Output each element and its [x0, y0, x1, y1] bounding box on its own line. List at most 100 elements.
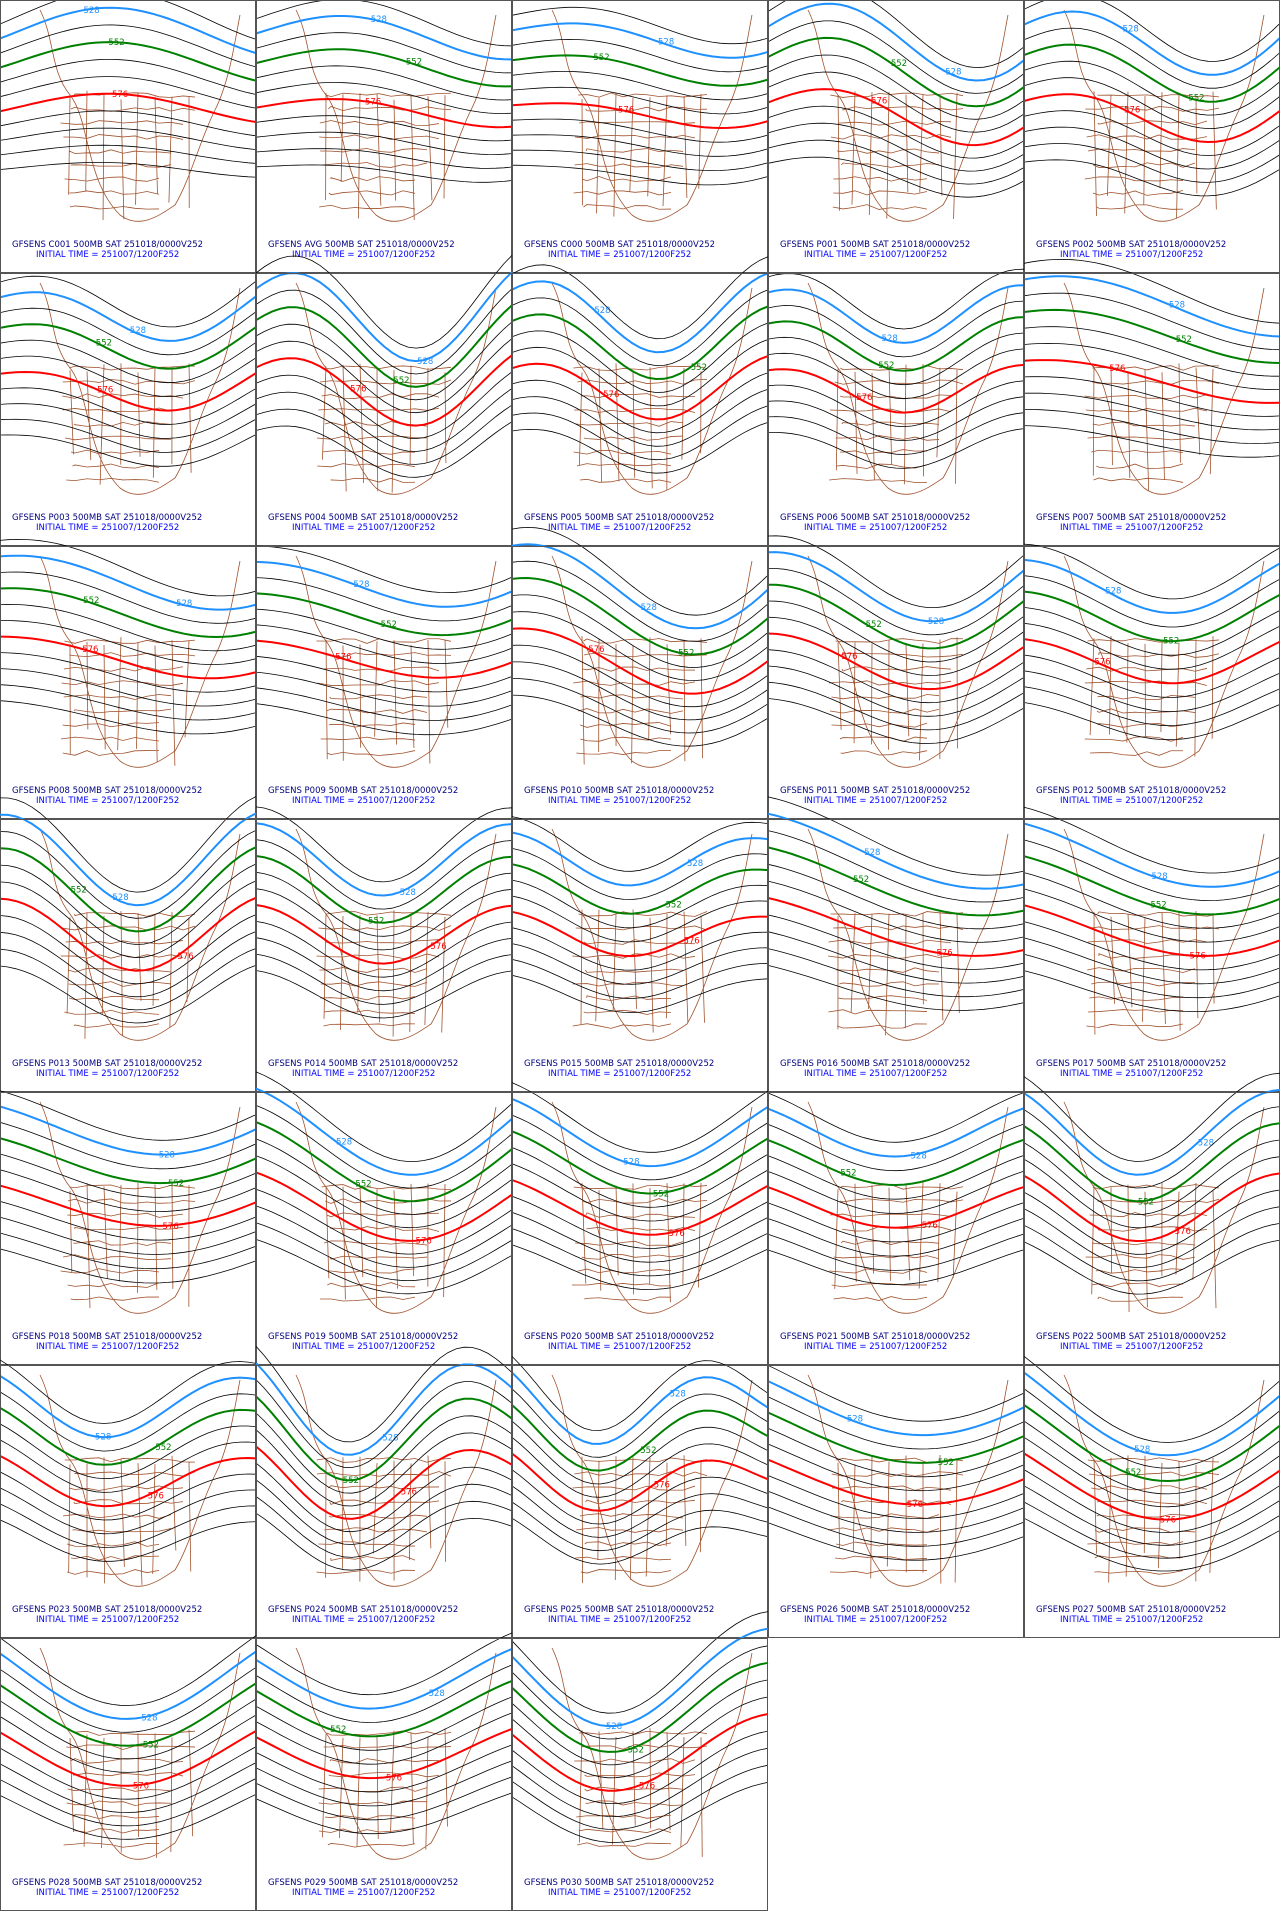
contour: [511, 848, 769, 900]
contour: [767, 20, 1025, 94]
contour: [1023, 376, 1280, 417]
contour: [255, 545, 513, 594]
contour: [255, 1071, 513, 1162]
contour: [0, 863, 257, 945]
contour: [0, 1201, 257, 1241]
panel-title: GFSENS P023 500MB SAT 251018/0000V252: [12, 1605, 202, 1615]
contour-green: [255, 1395, 513, 1482]
contour: [1023, 607, 1280, 656]
contour-red: [1023, 1452, 1280, 1521]
contour-label: 576: [922, 1221, 938, 1231]
contour: [255, 388, 513, 452]
map-border: [1063, 1101, 1265, 1314]
contour-label: 576: [871, 97, 887, 107]
contour-green: [1023, 1404, 1280, 1483]
contour-label: 528: [1151, 872, 1167, 882]
contour: [511, 289, 769, 367]
map-panel: 528 552 576 GFSENS P014 500MB SAT 251018/00…: [255, 806, 513, 1092]
contour-label: 528: [945, 67, 961, 77]
contour: [255, 131, 513, 156]
contour: [511, 422, 769, 474]
panel-title: GFSENS P015 500MB SAT 251018/0000V252: [524, 1059, 714, 1069]
contour-red: [0, 370, 257, 412]
panel-init-time: INITIAL TIME = 251007/1200F252: [548, 1888, 691, 1898]
contour-red: [511, 1179, 769, 1236]
contour-label: 528: [864, 848, 880, 858]
contour: [511, 1082, 769, 1153]
panel-frame: [512, 819, 768, 1092]
panel-init-time: INITIAL TIME = 251007/1200F252: [292, 1615, 435, 1625]
contour-label: 528: [687, 859, 703, 869]
contour: [767, 1364, 1025, 1422]
contour: [0, 1232, 257, 1270]
contour: [767, 698, 1025, 744]
panel-title: GFSENS P010 500MB SAT 251018/0000V252: [524, 786, 714, 796]
contour: [511, 38, 769, 73]
contour-label: 528: [1105, 586, 1121, 596]
contour: [511, 86, 769, 115]
panel-title: GFSENS P006 500MB SAT 251018/0000V252: [780, 513, 970, 523]
contour: [255, 32, 513, 74]
contour: [767, 965, 1025, 1011]
contour: [1023, 1156, 1280, 1229]
contour: [767, 1506, 1025, 1547]
panel-init-time: INITIAL TIME = 251007/1200F252: [292, 1888, 435, 1898]
contour: [0, 355, 257, 398]
contour: [511, 1781, 769, 1843]
contour: [1023, 126, 1280, 170]
contour: [255, 1346, 513, 1443]
contour: [511, 1696, 769, 1779]
contour: [1023, 888, 1280, 943]
map-border: [807, 1101, 1009, 1314]
contour: [511, 1436, 769, 1498]
map-border: [551, 1647, 753, 1860]
contour: [1023, 159, 1280, 197]
contour: [255, 1138, 513, 1215]
contour: [0, 829, 257, 919]
contour-red: [255, 639, 513, 679]
map-border: [39, 1101, 241, 1314]
contour-red: [511, 627, 769, 695]
panel-init-time: INITIAL TIME = 251007/1200F252: [804, 1069, 947, 1079]
contour: [0, 1439, 257, 1493]
contour: [1023, 953, 1280, 999]
contour-green: [767, 36, 1025, 108]
contour: [1023, 425, 1280, 458]
contour: [0, 275, 257, 328]
contour-label: 552: [368, 917, 384, 927]
map-panel: 528 552 576 GFSENS P010 500MB SAT 251018/00…: [511, 526, 769, 819]
contour: [1023, 686, 1280, 727]
contour-red: [767, 88, 1025, 147]
contour: [0, 1248, 257, 1284]
contour: [767, 1123, 1025, 1172]
map-panel: 528 552 576 GFSENS P027 500MB SAT 251018/00…: [1023, 1355, 1280, 1638]
contour-red: [0, 1730, 257, 1787]
contour: [1023, 1223, 1280, 1282]
contour-green: [255, 1121, 513, 1203]
panel-init-time: INITIAL TIME = 251007/1200F252: [36, 1615, 179, 1625]
contour: [512, 149, 769, 172]
panel-title: GFSENS P019 500MB SAT 251018/0000V252: [268, 1332, 458, 1342]
contour-red: [767, 363, 1025, 414]
contour: [511, 594, 769, 668]
contour: [255, 970, 513, 1019]
panel-title: GFSENS P016 500MB SAT 251018/0000V252: [780, 1059, 970, 1069]
panel-init-time: INITIAL TIME = 251007/1200F252: [36, 1342, 179, 1352]
contour: [255, 703, 513, 736]
contour: [255, 1412, 513, 1494]
contour: [255, 1222, 513, 1282]
contour: [255, 608, 513, 650]
contour-label: 528: [417, 357, 433, 367]
contour: [511, 644, 769, 708]
map-border: [295, 1374, 497, 1587]
map-panel: 528 552 576 GFSENS C000 500MB SAT 251018/00…: [511, 0, 769, 273]
contour: [255, 1479, 513, 1545]
contour: [0, 24, 257, 68]
contour-label: 576: [386, 1773, 402, 1783]
contour: [511, 560, 769, 642]
contour-blue: [255, 1087, 513, 1176]
panel-init-time: INITIAL TIME = 251007/1200F252: [548, 250, 691, 260]
panel-title: GFSENS P011 500MB SAT 251018/0000V252: [780, 786, 970, 796]
contour: [1023, 1501, 1280, 1559]
